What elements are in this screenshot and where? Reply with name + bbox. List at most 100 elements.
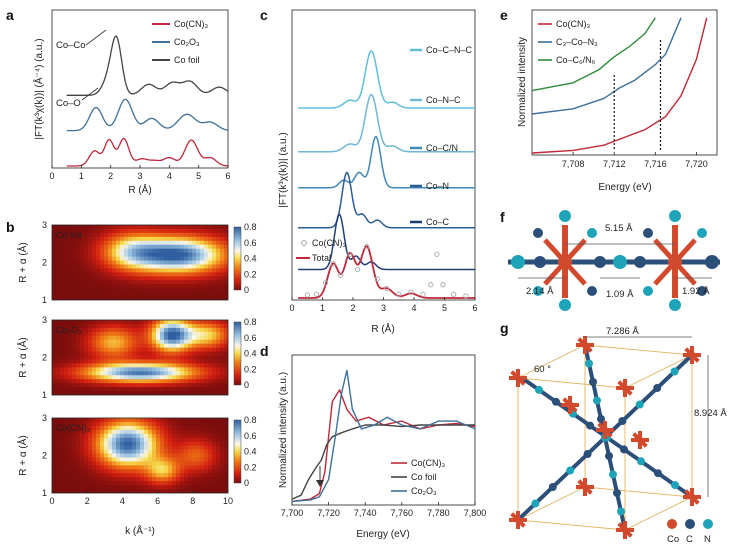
heatmap-cell bbox=[168, 375, 173, 380]
heatmap-cell bbox=[116, 232, 121, 238]
heatmap-cell bbox=[176, 359, 181, 365]
heatmap-cell bbox=[76, 268, 81, 273]
heatmap-cell bbox=[156, 347, 161, 353]
heatmap-cell bbox=[148, 292, 153, 297]
heatmap-cell bbox=[96, 457, 101, 463]
heatmap-cell bbox=[124, 387, 129, 392]
heatmap-cell bbox=[188, 465, 193, 470]
heatmap-cell bbox=[220, 429, 225, 435]
heatmap-cell bbox=[192, 256, 197, 262]
heatmap-cell bbox=[216, 256, 221, 262]
heatmap-cell bbox=[192, 391, 197, 395]
heatmap-cell bbox=[112, 461, 117, 466]
dist-label-109: 1.09 Å bbox=[606, 289, 634, 300]
heatmap-cell bbox=[84, 252, 89, 258]
heatmap-cell bbox=[124, 320, 129, 325]
heatmap-cell bbox=[112, 367, 117, 372]
heatmap-cell bbox=[56, 248, 61, 254]
heatmap-cell bbox=[180, 264, 185, 270]
heatmap-cell bbox=[196, 268, 201, 273]
heatmap-cell bbox=[56, 335, 61, 341]
heatmap-cell bbox=[88, 481, 93, 486]
heatmap-cell bbox=[168, 481, 173, 486]
heatmap-cell bbox=[136, 260, 141, 266]
heatmap-cell bbox=[144, 469, 149, 474]
heatmap-cell bbox=[180, 343, 185, 349]
heatmap-cell bbox=[224, 256, 228, 262]
heatmap-cell bbox=[200, 481, 205, 486]
heatmap-cell bbox=[124, 437, 129, 443]
heatmap-cell bbox=[116, 367, 121, 372]
heatmap-cell bbox=[184, 481, 189, 486]
heatmap-cell bbox=[168, 485, 173, 490]
heatmap-cell bbox=[68, 260, 73, 266]
heatmap-cell bbox=[172, 433, 177, 439]
heatmap-cell bbox=[200, 264, 205, 270]
heatmap-cell bbox=[64, 387, 69, 392]
heatmap-cell bbox=[100, 457, 105, 463]
heatmap-cell bbox=[168, 421, 173, 427]
heatmap-cell bbox=[152, 465, 157, 470]
heatmap-cell bbox=[204, 347, 209, 353]
heatmap-cell bbox=[144, 375, 149, 380]
heatmap-cell bbox=[160, 252, 165, 258]
heatmap-cell bbox=[60, 379, 65, 384]
heatmap-cell bbox=[120, 418, 125, 423]
heatmap-cell bbox=[148, 433, 153, 439]
heatmap-cell bbox=[104, 268, 109, 273]
heatmap-cell bbox=[200, 268, 205, 273]
heatmap-cell bbox=[64, 268, 69, 273]
heatmap-cell bbox=[208, 280, 213, 285]
heatmap-cell bbox=[192, 284, 197, 289]
heatmap-cell bbox=[144, 264, 149, 270]
heatmap-cell bbox=[92, 449, 97, 455]
heatmap-cell bbox=[164, 331, 169, 337]
heatmap-cell bbox=[80, 228, 85, 234]
heatmap-cell bbox=[220, 383, 225, 388]
heatmap-cell bbox=[100, 280, 105, 285]
heatmap-cell bbox=[168, 429, 173, 435]
heatmap-cell bbox=[136, 449, 141, 455]
heatmap-cell bbox=[144, 449, 149, 455]
heatmap-cell bbox=[116, 429, 121, 435]
heatmap-cell bbox=[104, 264, 109, 270]
heatmap-cell bbox=[196, 429, 201, 435]
heatmap-cell bbox=[216, 461, 221, 466]
heatmap-cell bbox=[180, 425, 185, 431]
heatmap-cell bbox=[116, 465, 121, 470]
heatmap-cell bbox=[176, 465, 181, 470]
heatmap-cell bbox=[188, 232, 193, 238]
heatmap-cell bbox=[216, 457, 221, 463]
heatmap-cell bbox=[212, 292, 217, 297]
heatmap-cell bbox=[144, 489, 149, 493]
heatmap-cell bbox=[168, 280, 173, 285]
heatmap-cell bbox=[124, 343, 129, 349]
heatmap-cell bbox=[184, 225, 189, 230]
heatmap-cell bbox=[92, 473, 97, 478]
heatmap-cell bbox=[152, 284, 157, 289]
colorbar-tick-label: 0.4 bbox=[244, 349, 257, 359]
heatmap-cell bbox=[80, 477, 85, 482]
heatmap-cell bbox=[160, 288, 165, 293]
heatmap-cell bbox=[176, 296, 181, 300]
heatmap-cell bbox=[128, 355, 133, 361]
heatmap-cell bbox=[112, 244, 117, 250]
heatmap-cell bbox=[116, 228, 121, 234]
heatmap-cell bbox=[140, 327, 145, 333]
heatmap-cell bbox=[96, 284, 101, 289]
heatmap-cell bbox=[196, 244, 201, 250]
data-point-c bbox=[347, 251, 353, 257]
heatmap-cell bbox=[92, 327, 97, 333]
heatmap-cell bbox=[220, 331, 225, 337]
heatmap-0 bbox=[52, 225, 228, 300]
heatmap-cell bbox=[76, 363, 81, 368]
heatmap-cell bbox=[120, 355, 125, 361]
heatmap-cell bbox=[92, 276, 97, 281]
heatmap-cell bbox=[60, 477, 65, 482]
legend-label-cocn3: Co(CN)₃ bbox=[174, 19, 208, 29]
heatmap-cell bbox=[148, 429, 153, 435]
heatmap-cell bbox=[156, 252, 161, 258]
heatmap-cell bbox=[68, 256, 73, 262]
heatmap-cell bbox=[76, 359, 81, 365]
heatmap-cell bbox=[172, 347, 177, 353]
